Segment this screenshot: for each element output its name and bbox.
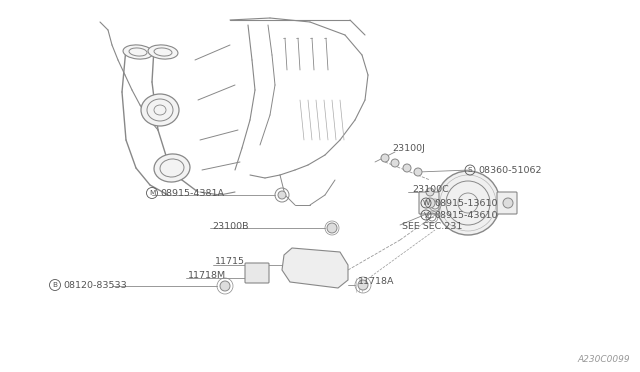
Text: 08915-13610: 08915-13610: [434, 199, 497, 208]
Text: 11718A: 11718A: [358, 278, 394, 286]
FancyBboxPatch shape: [497, 192, 517, 214]
Circle shape: [425, 198, 435, 208]
Circle shape: [414, 168, 422, 176]
Ellipse shape: [123, 45, 153, 59]
Text: 08120-83533: 08120-83533: [63, 280, 127, 289]
Circle shape: [381, 154, 389, 162]
Text: V: V: [424, 212, 429, 218]
Polygon shape: [282, 248, 348, 288]
Text: 08915-43610: 08915-43610: [434, 211, 497, 219]
Text: B: B: [52, 282, 58, 288]
Ellipse shape: [154, 154, 190, 182]
Text: 11718M: 11718M: [188, 270, 226, 279]
Text: 08360-51062: 08360-51062: [478, 166, 541, 174]
FancyBboxPatch shape: [245, 263, 269, 283]
Text: 11715: 11715: [215, 257, 245, 266]
Circle shape: [426, 188, 434, 196]
Circle shape: [278, 191, 286, 199]
Circle shape: [358, 280, 368, 290]
Text: 08915-4381A: 08915-4381A: [160, 189, 224, 198]
Ellipse shape: [148, 45, 178, 59]
Text: A230C0099: A230C0099: [577, 355, 630, 364]
Text: W: W: [422, 200, 429, 206]
Text: SEE SEC.231: SEE SEC.231: [402, 221, 462, 231]
Text: S: S: [468, 167, 472, 173]
Circle shape: [391, 159, 399, 167]
Text: 23100B: 23100B: [212, 221, 248, 231]
Circle shape: [220, 281, 230, 291]
Text: 23100J: 23100J: [392, 144, 425, 153]
Text: M: M: [149, 190, 155, 196]
FancyBboxPatch shape: [419, 192, 439, 214]
Circle shape: [327, 223, 337, 233]
Ellipse shape: [141, 94, 179, 126]
Circle shape: [503, 198, 513, 208]
Circle shape: [403, 164, 411, 172]
Circle shape: [436, 171, 500, 235]
Text: 23100C: 23100C: [412, 185, 449, 193]
